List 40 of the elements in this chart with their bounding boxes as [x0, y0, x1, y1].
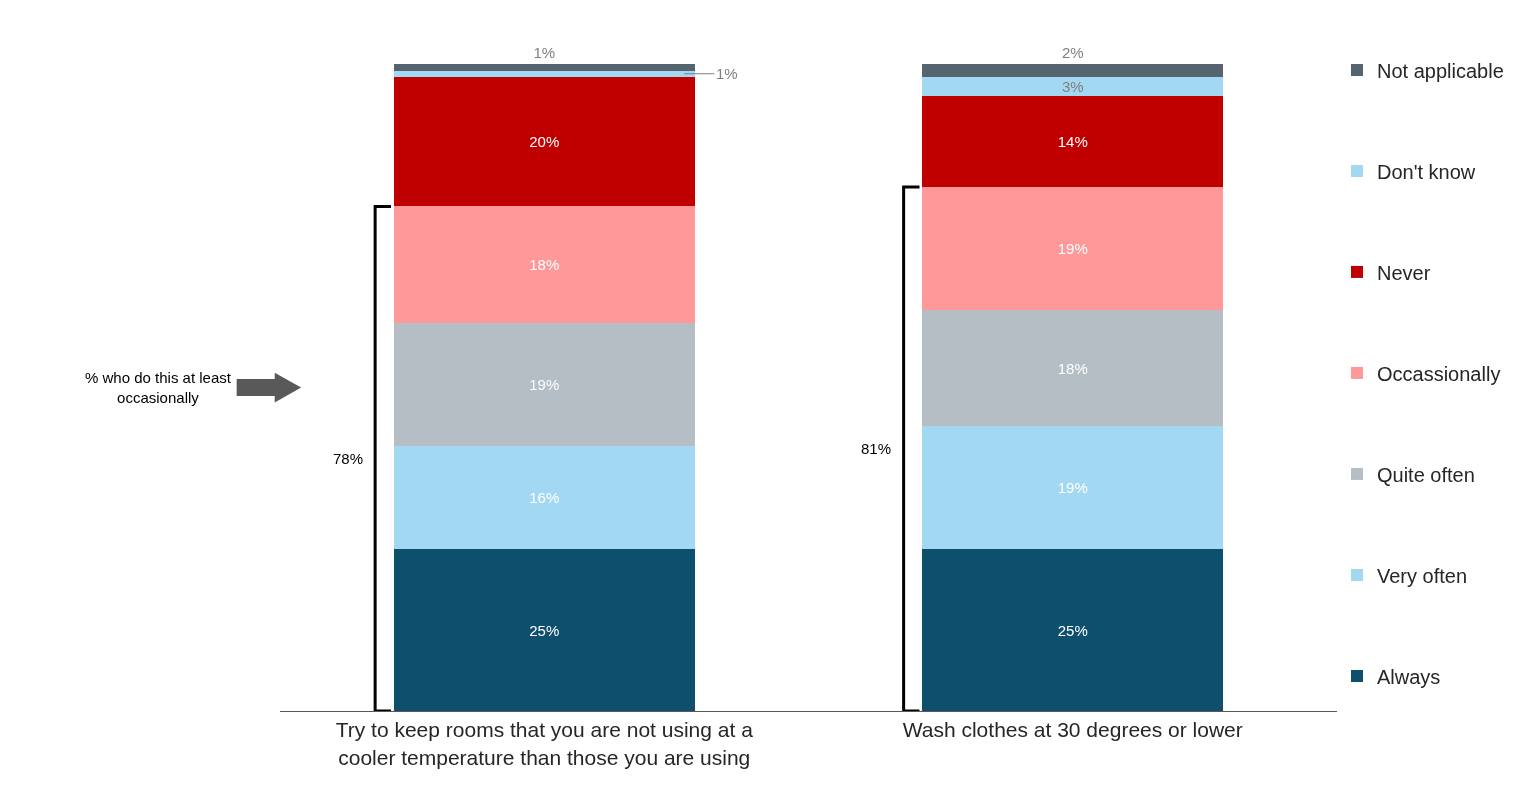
bar — [922, 64, 1224, 77]
legend-label: Don't know — [1377, 160, 1476, 183]
bar — [922, 96, 1224, 187]
bar — [922, 186, 1224, 310]
legend-label: Never — [1377, 261, 1431, 284]
x-tick-label: Try to keep rooms that you are not using at a cooler temperature than those you are using — [335, 718, 754, 769]
data-label: 18% — [1057, 359, 1088, 377]
legend-label: Not applicable — [1377, 59, 1504, 82]
data-label: 19% — [529, 375, 560, 393]
bar — [922, 549, 1224, 711]
legend-label: Very often — [1377, 564, 1468, 587]
data-label: 25% — [1057, 621, 1088, 639]
bar — [393, 445, 695, 550]
bar — [922, 426, 1224, 550]
bar — [393, 322, 695, 446]
bar — [393, 76, 695, 207]
data-label: 19% — [1057, 479, 1088, 497]
bar — [393, 70, 695, 77]
data-label: 19% — [1057, 239, 1088, 257]
data-label: 20% — [529, 133, 560, 151]
bar — [393, 549, 695, 711]
data-label: 25% — [529, 621, 560, 639]
data-label: 14% — [1057, 133, 1088, 151]
annotation: 78% — [333, 450, 364, 467]
bar — [922, 76, 1224, 97]
bar — [922, 309, 1224, 427]
bar — [393, 64, 695, 71]
data-label: 18% — [529, 256, 560, 274]
data-label: 2% — [1061, 44, 1084, 62]
annotation: 81% — [861, 440, 892, 457]
legend-label: Occassionally — [1377, 362, 1501, 385]
data-label: 3% — [1061, 78, 1084, 96]
legend-label: Quite often — [1377, 463, 1475, 486]
data-label: 1% — [716, 65, 738, 82]
text: % who do this at least occasionally — [85, 369, 232, 406]
bar — [393, 206, 695, 323]
legend-label: Always — [1377, 665, 1441, 688]
x-tick-label: Wash clothes at 30 degrees or lower — [902, 718, 1243, 742]
data-label: 1% — [533, 44, 556, 62]
data-label: 16% — [529, 489, 560, 507]
